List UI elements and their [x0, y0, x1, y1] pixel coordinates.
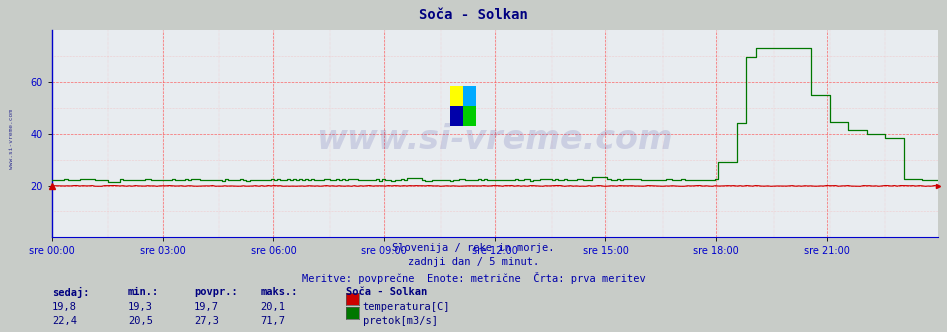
Text: sedaj:: sedaj:	[52, 287, 90, 298]
Text: min.:: min.:	[128, 287, 159, 297]
Text: povpr.:: povpr.:	[194, 287, 238, 297]
Text: temperatura[C]: temperatura[C]	[363, 302, 450, 312]
Text: zadnji dan / 5 minut.: zadnji dan / 5 minut.	[408, 257, 539, 267]
Text: pretok[m3/s]: pretok[m3/s]	[363, 316, 438, 326]
Text: 19,3: 19,3	[128, 302, 152, 312]
Text: maks.:: maks.:	[260, 287, 298, 297]
Text: 71,7: 71,7	[260, 316, 285, 326]
Text: 22,4: 22,4	[52, 316, 77, 326]
Text: 20,1: 20,1	[260, 302, 285, 312]
Text: Soča - Solkan: Soča - Solkan	[420, 8, 527, 22]
Text: 19,7: 19,7	[194, 302, 219, 312]
Text: www.si-vreme.com: www.si-vreme.com	[9, 110, 14, 169]
Text: Slovenija / reke in morje.: Slovenija / reke in morje.	[392, 243, 555, 253]
Text: www.si-vreme.com: www.si-vreme.com	[316, 124, 673, 156]
Text: Soča - Solkan: Soča - Solkan	[346, 287, 427, 297]
Text: 27,3: 27,3	[194, 316, 219, 326]
Text: 20,5: 20,5	[128, 316, 152, 326]
Text: Meritve: povprečne  Enote: metrične  Črta: prva meritev: Meritve: povprečne Enote: metrične Črta:…	[302, 272, 645, 284]
Text: 19,8: 19,8	[52, 302, 77, 312]
